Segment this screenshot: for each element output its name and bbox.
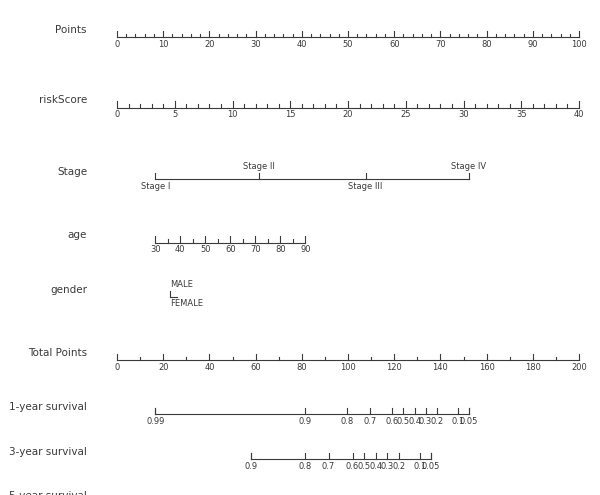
Text: 5-year survival: 5-year survival: [9, 492, 87, 495]
Text: 0.9: 0.9: [299, 417, 312, 426]
Text: 80: 80: [481, 40, 492, 49]
Text: 60: 60: [225, 245, 236, 254]
Text: 0.3: 0.3: [380, 462, 394, 471]
Text: 20: 20: [204, 40, 215, 49]
Text: riskScore: riskScore: [39, 96, 87, 105]
Text: Points: Points: [56, 25, 87, 35]
Text: Stage II: Stage II: [244, 162, 275, 171]
Text: 0.6: 0.6: [385, 417, 398, 426]
Text: 0.4: 0.4: [369, 462, 382, 471]
Text: 60: 60: [250, 363, 261, 372]
Text: 0.3: 0.3: [419, 417, 432, 426]
Text: 5: 5: [172, 110, 178, 119]
Text: 40: 40: [574, 110, 584, 119]
Text: MALE: MALE: [170, 280, 193, 289]
Text: 180: 180: [525, 363, 541, 372]
Text: Stage IV: Stage IV: [451, 162, 487, 171]
Text: 0: 0: [115, 40, 119, 49]
Text: 80: 80: [275, 245, 286, 254]
Text: 50: 50: [343, 40, 353, 49]
Text: 60: 60: [389, 40, 400, 49]
Text: 3-year survival: 3-year survival: [9, 447, 87, 457]
Text: 30: 30: [150, 245, 161, 254]
Text: 0.8: 0.8: [340, 417, 354, 426]
Text: FEMALE: FEMALE: [170, 299, 203, 308]
Text: 40: 40: [296, 40, 307, 49]
Text: 70: 70: [435, 40, 446, 49]
Text: 0.9: 0.9: [244, 462, 257, 471]
Text: 50: 50: [200, 245, 211, 254]
Text: 0.6: 0.6: [346, 462, 359, 471]
Text: 20: 20: [158, 363, 169, 372]
Text: gender: gender: [50, 285, 87, 295]
Text: Stage I: Stage I: [140, 182, 170, 191]
Text: 0.99: 0.99: [146, 417, 164, 426]
Text: 25: 25: [401, 110, 411, 119]
Text: 0.05: 0.05: [460, 417, 478, 426]
Text: Total Points: Total Points: [28, 348, 87, 358]
Text: 10: 10: [158, 40, 169, 49]
Text: 0: 0: [115, 110, 119, 119]
Text: 30: 30: [250, 40, 261, 49]
Text: 0.05: 0.05: [422, 462, 440, 471]
Text: 0.5: 0.5: [358, 462, 371, 471]
Text: 35: 35: [516, 110, 527, 119]
Text: 0.2: 0.2: [430, 417, 443, 426]
Text: 90: 90: [300, 245, 311, 254]
Text: 0: 0: [115, 363, 119, 372]
Text: 0.7: 0.7: [364, 417, 377, 426]
Text: 100: 100: [340, 363, 356, 372]
Text: 100: 100: [571, 40, 587, 49]
Text: 0.1: 0.1: [451, 417, 464, 426]
Text: 0.8: 0.8: [299, 462, 312, 471]
Text: Stage III: Stage III: [349, 182, 383, 191]
Text: 0.7: 0.7: [322, 462, 335, 471]
Text: 1-year survival: 1-year survival: [9, 402, 87, 412]
Text: 40: 40: [175, 245, 185, 254]
Text: 0.4: 0.4: [409, 417, 422, 426]
Text: 40: 40: [204, 363, 215, 372]
Text: 140: 140: [433, 363, 448, 372]
Text: age: age: [68, 230, 87, 240]
Text: 20: 20: [343, 110, 353, 119]
Text: 90: 90: [527, 40, 538, 49]
Text: 30: 30: [458, 110, 469, 119]
Text: 10: 10: [227, 110, 238, 119]
Text: 80: 80: [296, 363, 307, 372]
Text: 0.5: 0.5: [397, 417, 410, 426]
Text: 0.1: 0.1: [413, 462, 426, 471]
Text: Stage: Stage: [57, 167, 87, 177]
Text: 120: 120: [386, 363, 402, 372]
Text: 0.2: 0.2: [392, 462, 406, 471]
Text: 200: 200: [571, 363, 587, 372]
Text: 15: 15: [285, 110, 296, 119]
Text: 160: 160: [479, 363, 494, 372]
Text: 70: 70: [250, 245, 261, 254]
